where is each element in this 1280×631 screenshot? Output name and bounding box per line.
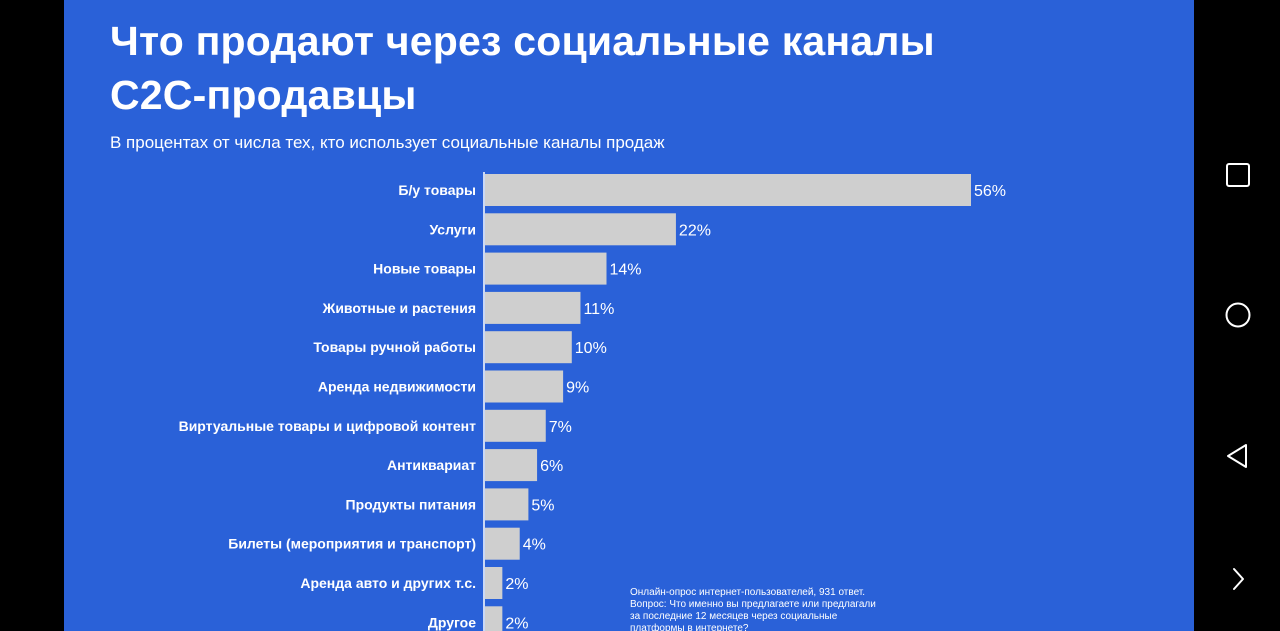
category-label: Виртуальные товары и цифровой контент xyxy=(179,418,477,434)
system-navigation-bar xyxy=(1194,0,1280,631)
category-label: Б/у товары xyxy=(398,182,476,198)
category-label: Билеты (мероприятия и транспорт) xyxy=(228,536,476,552)
bar xyxy=(485,449,538,482)
value-label: 56% xyxy=(974,183,1006,200)
value-label: 4% xyxy=(523,537,546,554)
category-label: Товары ручной работы xyxy=(313,339,476,355)
category-label: Животные и растения xyxy=(322,300,476,316)
bar xyxy=(485,488,529,521)
bar xyxy=(485,174,971,206)
value-label: 5% xyxy=(531,497,554,514)
value-label: 10% xyxy=(575,340,607,357)
value-label: 2% xyxy=(505,576,528,593)
bar xyxy=(485,527,520,560)
bar xyxy=(485,331,572,364)
category-label: Другое xyxy=(428,614,476,630)
value-label: 22% xyxy=(679,222,711,239)
bar-chart: Б/у товары 56% Услуги 22% Новые товары 14% Жив… xyxy=(179,172,1006,631)
bar xyxy=(485,252,607,285)
bar xyxy=(485,291,581,324)
back-icon[interactable] xyxy=(1225,443,1251,469)
category-label: Аренда авто и других т.с. xyxy=(300,575,476,591)
value-label: 2% xyxy=(505,615,528,631)
value-label: 6% xyxy=(540,458,563,475)
recent-apps-icon[interactable] xyxy=(1225,162,1251,188)
category-label: Услуги xyxy=(429,221,476,237)
category-label: Продукты питания xyxy=(346,496,476,512)
value-label: 9% xyxy=(566,380,589,397)
category-label: Аренда недвижимости xyxy=(318,379,476,395)
bar xyxy=(485,370,564,403)
value-label: 11% xyxy=(583,301,614,318)
bar xyxy=(485,213,676,246)
presentation-slide: Что продают через социальные каналы C2C-… xyxy=(64,0,1194,631)
bar xyxy=(485,409,546,442)
expand-icon[interactable] xyxy=(1225,566,1251,592)
home-icon[interactable] xyxy=(1225,302,1251,328)
category-label: Антиквариат xyxy=(387,457,476,473)
value-label: 14% xyxy=(610,262,642,279)
survey-footnote: Онлайн-опрос интернет-пользователей, 931… xyxy=(630,587,876,631)
category-label: Новые товары xyxy=(373,261,476,277)
bar xyxy=(485,606,503,631)
value-label: 7% xyxy=(549,419,572,436)
bar xyxy=(485,567,503,599)
slide-title: Что продают через социальные каналы C2C-… xyxy=(110,18,935,118)
slide-subtitle: В процентах от числа тех, кто использует… xyxy=(110,133,665,152)
